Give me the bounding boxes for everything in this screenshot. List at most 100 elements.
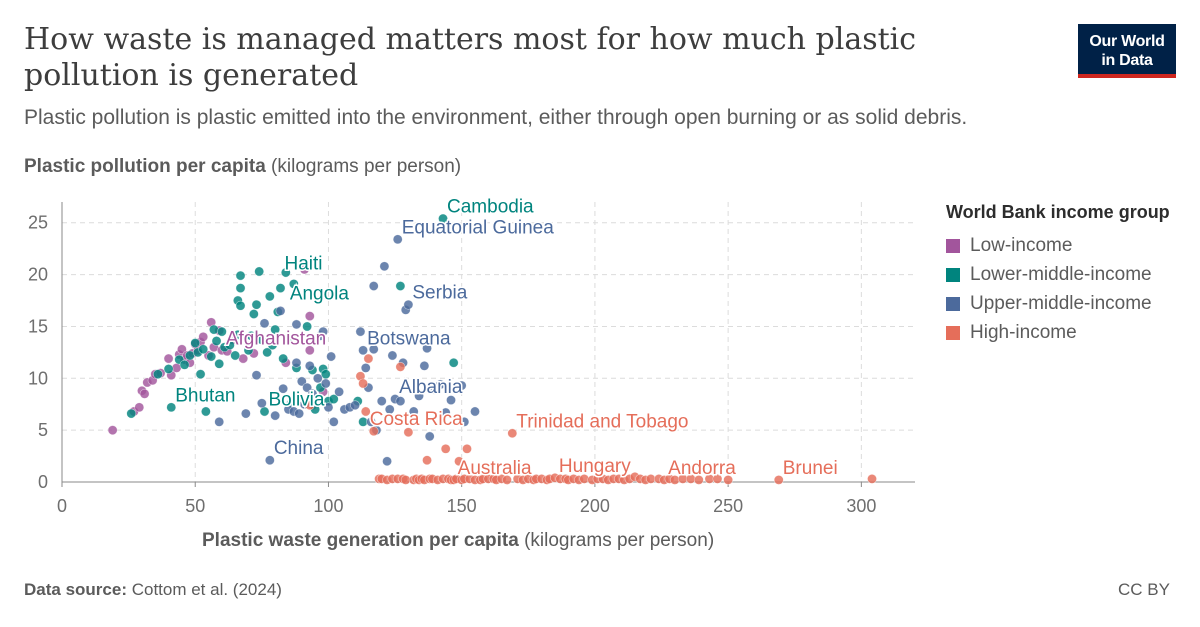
data-point-lower-middle-income[interactable] <box>264 291 275 302</box>
data-point-upper-middle-income[interactable] <box>251 370 262 381</box>
data-point-lower-middle-income[interactable] <box>243 345 254 356</box>
license[interactable]: CC BY <box>1118 580 1170 599</box>
data-point-lower-middle-income[interactable] <box>179 359 190 370</box>
data-point-lower-middle-income[interactable] <box>195 369 206 380</box>
data-point-low-income[interactable] <box>134 402 145 413</box>
data-point-upper-middle-income[interactable] <box>459 416 470 427</box>
data-point-upper-middle-income[interactable] <box>382 456 392 467</box>
data-point-lower-middle-income[interactable] <box>328 394 339 404</box>
data-point-low-income[interactable] <box>177 344 187 355</box>
data-point-upper-middle-income[interactable] <box>384 404 395 415</box>
data-point-lower-middle-income[interactable] <box>200 406 211 417</box>
data-point-low-income[interactable] <box>139 388 150 399</box>
data-point-lower-middle-income[interactable] <box>198 344 209 355</box>
legend-item-high-income[interactable]: High-income <box>946 318 1200 347</box>
data-point-lower-middle-income[interactable] <box>235 283 246 293</box>
data-point-upper-middle-income[interactable] <box>294 408 305 419</box>
data-point-lower-middle-income[interactable] <box>208 324 219 335</box>
data-point-upper-middle-income[interactable] <box>320 378 331 389</box>
data-point-lower-middle-income[interactable] <box>280 267 291 278</box>
data-point-high-income[interactable] <box>358 378 368 389</box>
data-point-lower-middle-income[interactable] <box>246 330 257 341</box>
data-point-upper-middle-income[interactable] <box>376 396 387 407</box>
data-point-high-income[interactable] <box>395 361 406 372</box>
data-point-upper-middle-income[interactable] <box>358 345 368 356</box>
data-point-lower-middle-income[interactable] <box>448 357 459 368</box>
data-point-upper-middle-income[interactable] <box>291 319 302 330</box>
data-point-low-income[interactable] <box>304 345 315 356</box>
data-point-upper-middle-income[interactable] <box>440 407 451 418</box>
data-point-upper-middle-income[interactable] <box>334 386 345 397</box>
data-point-lower-middle-income[interactable] <box>153 369 163 380</box>
data-point-lower-middle-income[interactable] <box>230 350 241 361</box>
data-point-lower-middle-income[interactable] <box>254 266 265 277</box>
data-point-low-income[interactable] <box>163 353 174 364</box>
data-point-upper-middle-income[interactable] <box>270 410 281 421</box>
data-point-upper-middle-income[interactable] <box>379 261 390 272</box>
data-point-upper-middle-income[interactable] <box>256 398 267 409</box>
data-point-upper-middle-income[interactable] <box>296 376 307 387</box>
data-point-lower-middle-income[interactable] <box>251 299 262 310</box>
data-point-upper-middle-income[interactable] <box>259 318 270 329</box>
data-point-upper-middle-income[interactable] <box>408 406 419 417</box>
data-point-lower-middle-income[interactable] <box>248 309 259 319</box>
data-point-low-income[interactable] <box>107 425 118 436</box>
data-point-lower-middle-income[interactable] <box>206 351 217 362</box>
data-point-upper-middle-income[interactable] <box>328 416 339 427</box>
data-point-lower-middle-income[interactable] <box>235 300 246 311</box>
data-point-upper-middle-income[interactable] <box>392 234 403 245</box>
data-point-lower-middle-income[interactable] <box>288 279 299 289</box>
data-point-upper-middle-income[interactable] <box>456 380 467 391</box>
data-point-high-income[interactable] <box>360 406 371 417</box>
data-point-high-income[interactable] <box>304 400 315 411</box>
data-point-high-income[interactable] <box>363 353 374 364</box>
data-point-upper-middle-income[interactable] <box>360 363 371 373</box>
data-point-upper-middle-income[interactable] <box>446 395 456 405</box>
data-point-upper-middle-income[interactable] <box>240 408 251 419</box>
data-point-upper-middle-income[interactable] <box>350 400 360 411</box>
data-point-upper-middle-income[interactable] <box>387 350 398 361</box>
data-point-upper-middle-income[interactable] <box>323 402 334 413</box>
data-point-lower-middle-income[interactable] <box>438 213 448 224</box>
data-point-lower-middle-income[interactable] <box>262 347 273 358</box>
data-point-upper-middle-income[interactable] <box>278 383 289 394</box>
data-point-lower-middle-income[interactable] <box>214 358 225 369</box>
data-point-high-income[interactable] <box>440 443 451 454</box>
data-point-high-income[interactable] <box>462 443 472 454</box>
data-point-upper-middle-income[interactable] <box>302 382 313 393</box>
data-point-upper-middle-income[interactable] <box>395 396 406 407</box>
data-point-high-income[interactable] <box>368 426 379 437</box>
data-point-high-income[interactable] <box>693 475 704 485</box>
data-point-upper-middle-income[interactable] <box>275 305 286 316</box>
data-point-lower-middle-income[interactable] <box>267 340 278 351</box>
data-point-upper-middle-income[interactable] <box>435 379 446 390</box>
data-point-high-income[interactable] <box>712 473 723 484</box>
data-point-upper-middle-income[interactable] <box>307 388 318 399</box>
data-point-upper-middle-income[interactable] <box>366 416 376 427</box>
data-point-lower-middle-income[interactable] <box>235 270 246 281</box>
data-point-lower-middle-income[interactable] <box>211 336 222 346</box>
owid-logo[interactable]: Our World in Data <box>1078 24 1176 78</box>
data-point-high-income[interactable] <box>507 428 518 439</box>
data-point-lower-middle-income[interactable] <box>302 321 313 332</box>
data-point-lower-middle-income[interactable] <box>232 329 243 340</box>
data-point-lower-middle-income[interactable] <box>126 408 137 419</box>
data-point-upper-middle-income[interactable] <box>368 344 379 355</box>
data-point-lower-middle-income[interactable] <box>166 402 177 413</box>
data-point-high-income[interactable] <box>773 475 784 485</box>
data-point-upper-middle-income[interactable] <box>291 357 302 368</box>
data-point-high-income[interactable] <box>422 455 432 466</box>
data-point-lower-middle-income[interactable] <box>224 340 235 351</box>
data-point-high-income[interactable] <box>403 427 414 438</box>
data-source-value[interactable]: Cottom et al. (2024) <box>126 580 282 599</box>
data-point-lower-middle-income[interactable] <box>283 333 294 344</box>
data-point-upper-middle-income[interactable] <box>419 360 430 371</box>
data-point-lower-middle-income[interactable] <box>275 283 286 293</box>
data-point-lower-middle-income[interactable] <box>256 335 267 345</box>
data-point-upper-middle-income[interactable] <box>355 326 366 337</box>
data-point-upper-middle-income[interactable] <box>214 416 225 427</box>
data-point-high-income[interactable] <box>454 456 464 467</box>
data-point-high-income[interactable] <box>502 475 512 485</box>
data-point-high-income[interactable] <box>723 475 734 485</box>
data-point-lower-middle-income[interactable] <box>395 281 406 291</box>
